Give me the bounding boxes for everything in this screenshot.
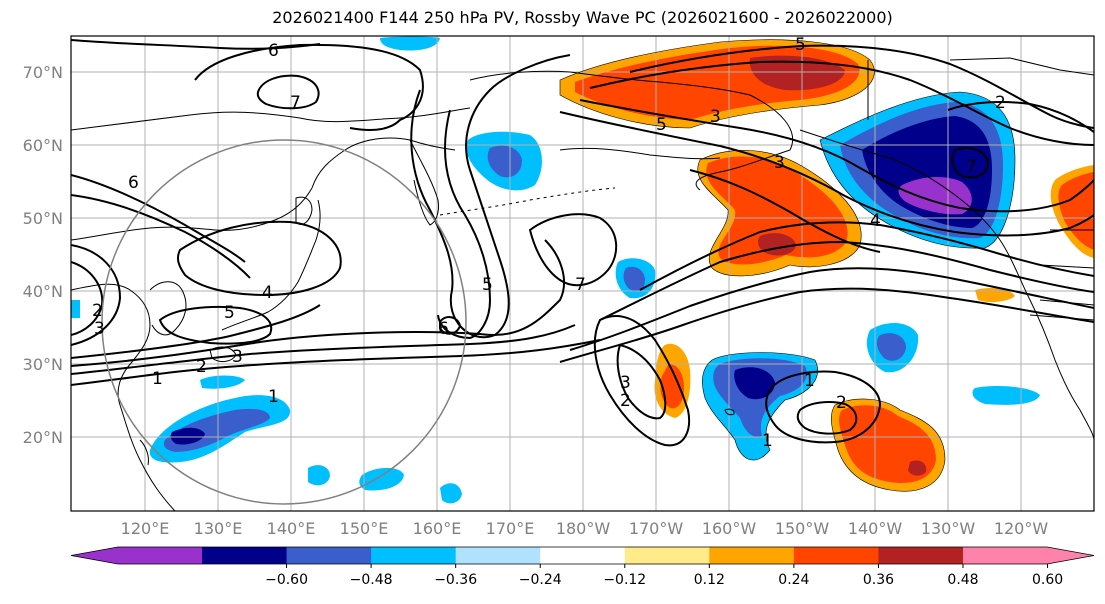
colorbar-segment: [455, 547, 541, 564]
contour-label: 3: [710, 107, 721, 127]
lon-label: 120°W: [994, 519, 1049, 538]
colorbar: −0.60 −0.48 −0.36 −0.24 −0.12 0.12 0.24 0.36 0.4…: [70, 546, 1095, 588]
pv-anomaly-negative-central: [702, 352, 818, 461]
lon-label: 170°W: [629, 519, 684, 538]
lon-label: 150°E: [340, 519, 389, 538]
lon-label: 140°W: [848, 519, 903, 538]
colorbar-tick-label: −0.12: [603, 572, 646, 588]
contour-label: 5: [224, 303, 235, 323]
colorbar-segment: [202, 547, 288, 564]
colorbar-tick-label: 0.12: [694, 572, 725, 588]
colorbar-tick-label: 0.60: [1032, 572, 1063, 588]
colorbar-extension-low: [71, 547, 202, 564]
lon-label: 130°E: [194, 519, 243, 538]
contour-label: 1: [152, 369, 163, 389]
contour-label: 5: [656, 115, 667, 135]
map-title: 2026021400 F144 250 hPa PV, Rossby Wave …: [272, 8, 893, 27]
colorbar-segment: [793, 547, 879, 564]
colorbar-tick-label: 0.24: [778, 572, 809, 588]
pv-anomaly-negative-west: [149, 36, 462, 504]
lat-label: 60°N: [23, 136, 63, 155]
contour-label: 7: [575, 275, 586, 295]
contour-label: 6: [128, 173, 139, 193]
colorbar-tick-label: 0.36: [863, 572, 894, 588]
contour-label: 5: [795, 35, 806, 55]
lat-label: 20°N: [23, 428, 63, 447]
contour-label: 3: [94, 319, 105, 339]
colorbar-tick-label: −0.24: [519, 572, 562, 588]
pv-anomaly-positive-midpacific: [654, 343, 691, 418]
contour-label: 2: [196, 357, 207, 377]
contour-label: 6: [438, 319, 449, 339]
contour-label: 1: [804, 371, 815, 391]
contour-labels: 6 7 6 2 3 4 5 1 2 3 5 6 7 3 3 2 1 5 5 7 …: [92, 35, 1006, 451]
colorbar-segment: [624, 547, 710, 564]
coastlines: [71, 57, 1094, 511]
contour-label: 3: [232, 347, 243, 367]
rossby-wave-contours: [71, 39, 1094, 447]
colorbar-segment: [286, 547, 372, 564]
lat-label: 40°N: [23, 282, 63, 301]
pv-anomaly-positive-subtropics: [831, 398, 945, 492]
lat-label: 70°N: [23, 63, 63, 82]
pv-anomaly-outlines: [559, 39, 1016, 492]
lon-label: 170°E: [486, 519, 535, 538]
contour-label: 2: [92, 301, 103, 321]
lon-label: 160°E: [413, 519, 462, 538]
contour-label: 4: [262, 283, 273, 303]
colorbar-tick-label: −0.36: [434, 572, 477, 588]
contour-label: 6: [268, 41, 279, 61]
contour-label: 7: [966, 157, 977, 177]
longitude-labels: 120°E 130°E 140°E 150°E 160°E 170°E 180°…: [121, 519, 1049, 538]
lat-label: 30°N: [23, 355, 63, 374]
lon-label: 180°W: [556, 519, 611, 538]
contour-label: 1: [762, 431, 773, 451]
colorbar-tick-label: 0.48: [947, 572, 978, 588]
pv-anomaly-small-negatives: [71, 131, 1040, 405]
contour-label: 7: [290, 93, 301, 113]
lon-label: 140°E: [267, 519, 316, 538]
contour-label: 1: [268, 387, 279, 407]
colorbar-outline: [70, 546, 1095, 565]
lon-label: 120°E: [121, 519, 170, 538]
contour-label: 3: [620, 373, 631, 393]
colorbar-segment: [709, 547, 795, 564]
map-frame: [70, 35, 1095, 512]
contour-label: 2: [995, 93, 1006, 113]
contour-label: 2: [836, 393, 847, 413]
lon-label: 160°W: [702, 519, 757, 538]
contour-label: 5: [482, 275, 493, 295]
latitude-labels: 70°N 60°N 50°N 40°N 30°N 20°N: [23, 63, 63, 447]
contour-label: 3: [774, 153, 785, 173]
colorbar-extension-high: [963, 547, 1094, 564]
contour-label: 4: [870, 211, 881, 231]
lat-label: 50°N: [23, 209, 63, 228]
colorbar-segment: [540, 547, 626, 564]
lon-label: 150°W: [775, 519, 830, 538]
colorbar-tick-label: −0.60: [265, 572, 308, 588]
colorbar-segment: [878, 547, 964, 564]
lon-label: 130°W: [921, 519, 976, 538]
influence-circle: [101, 139, 467, 505]
contour-label: 2: [620, 391, 631, 411]
colorbar-tick-label: −0.48: [350, 572, 393, 588]
colorbar-segment: [371, 547, 457, 564]
